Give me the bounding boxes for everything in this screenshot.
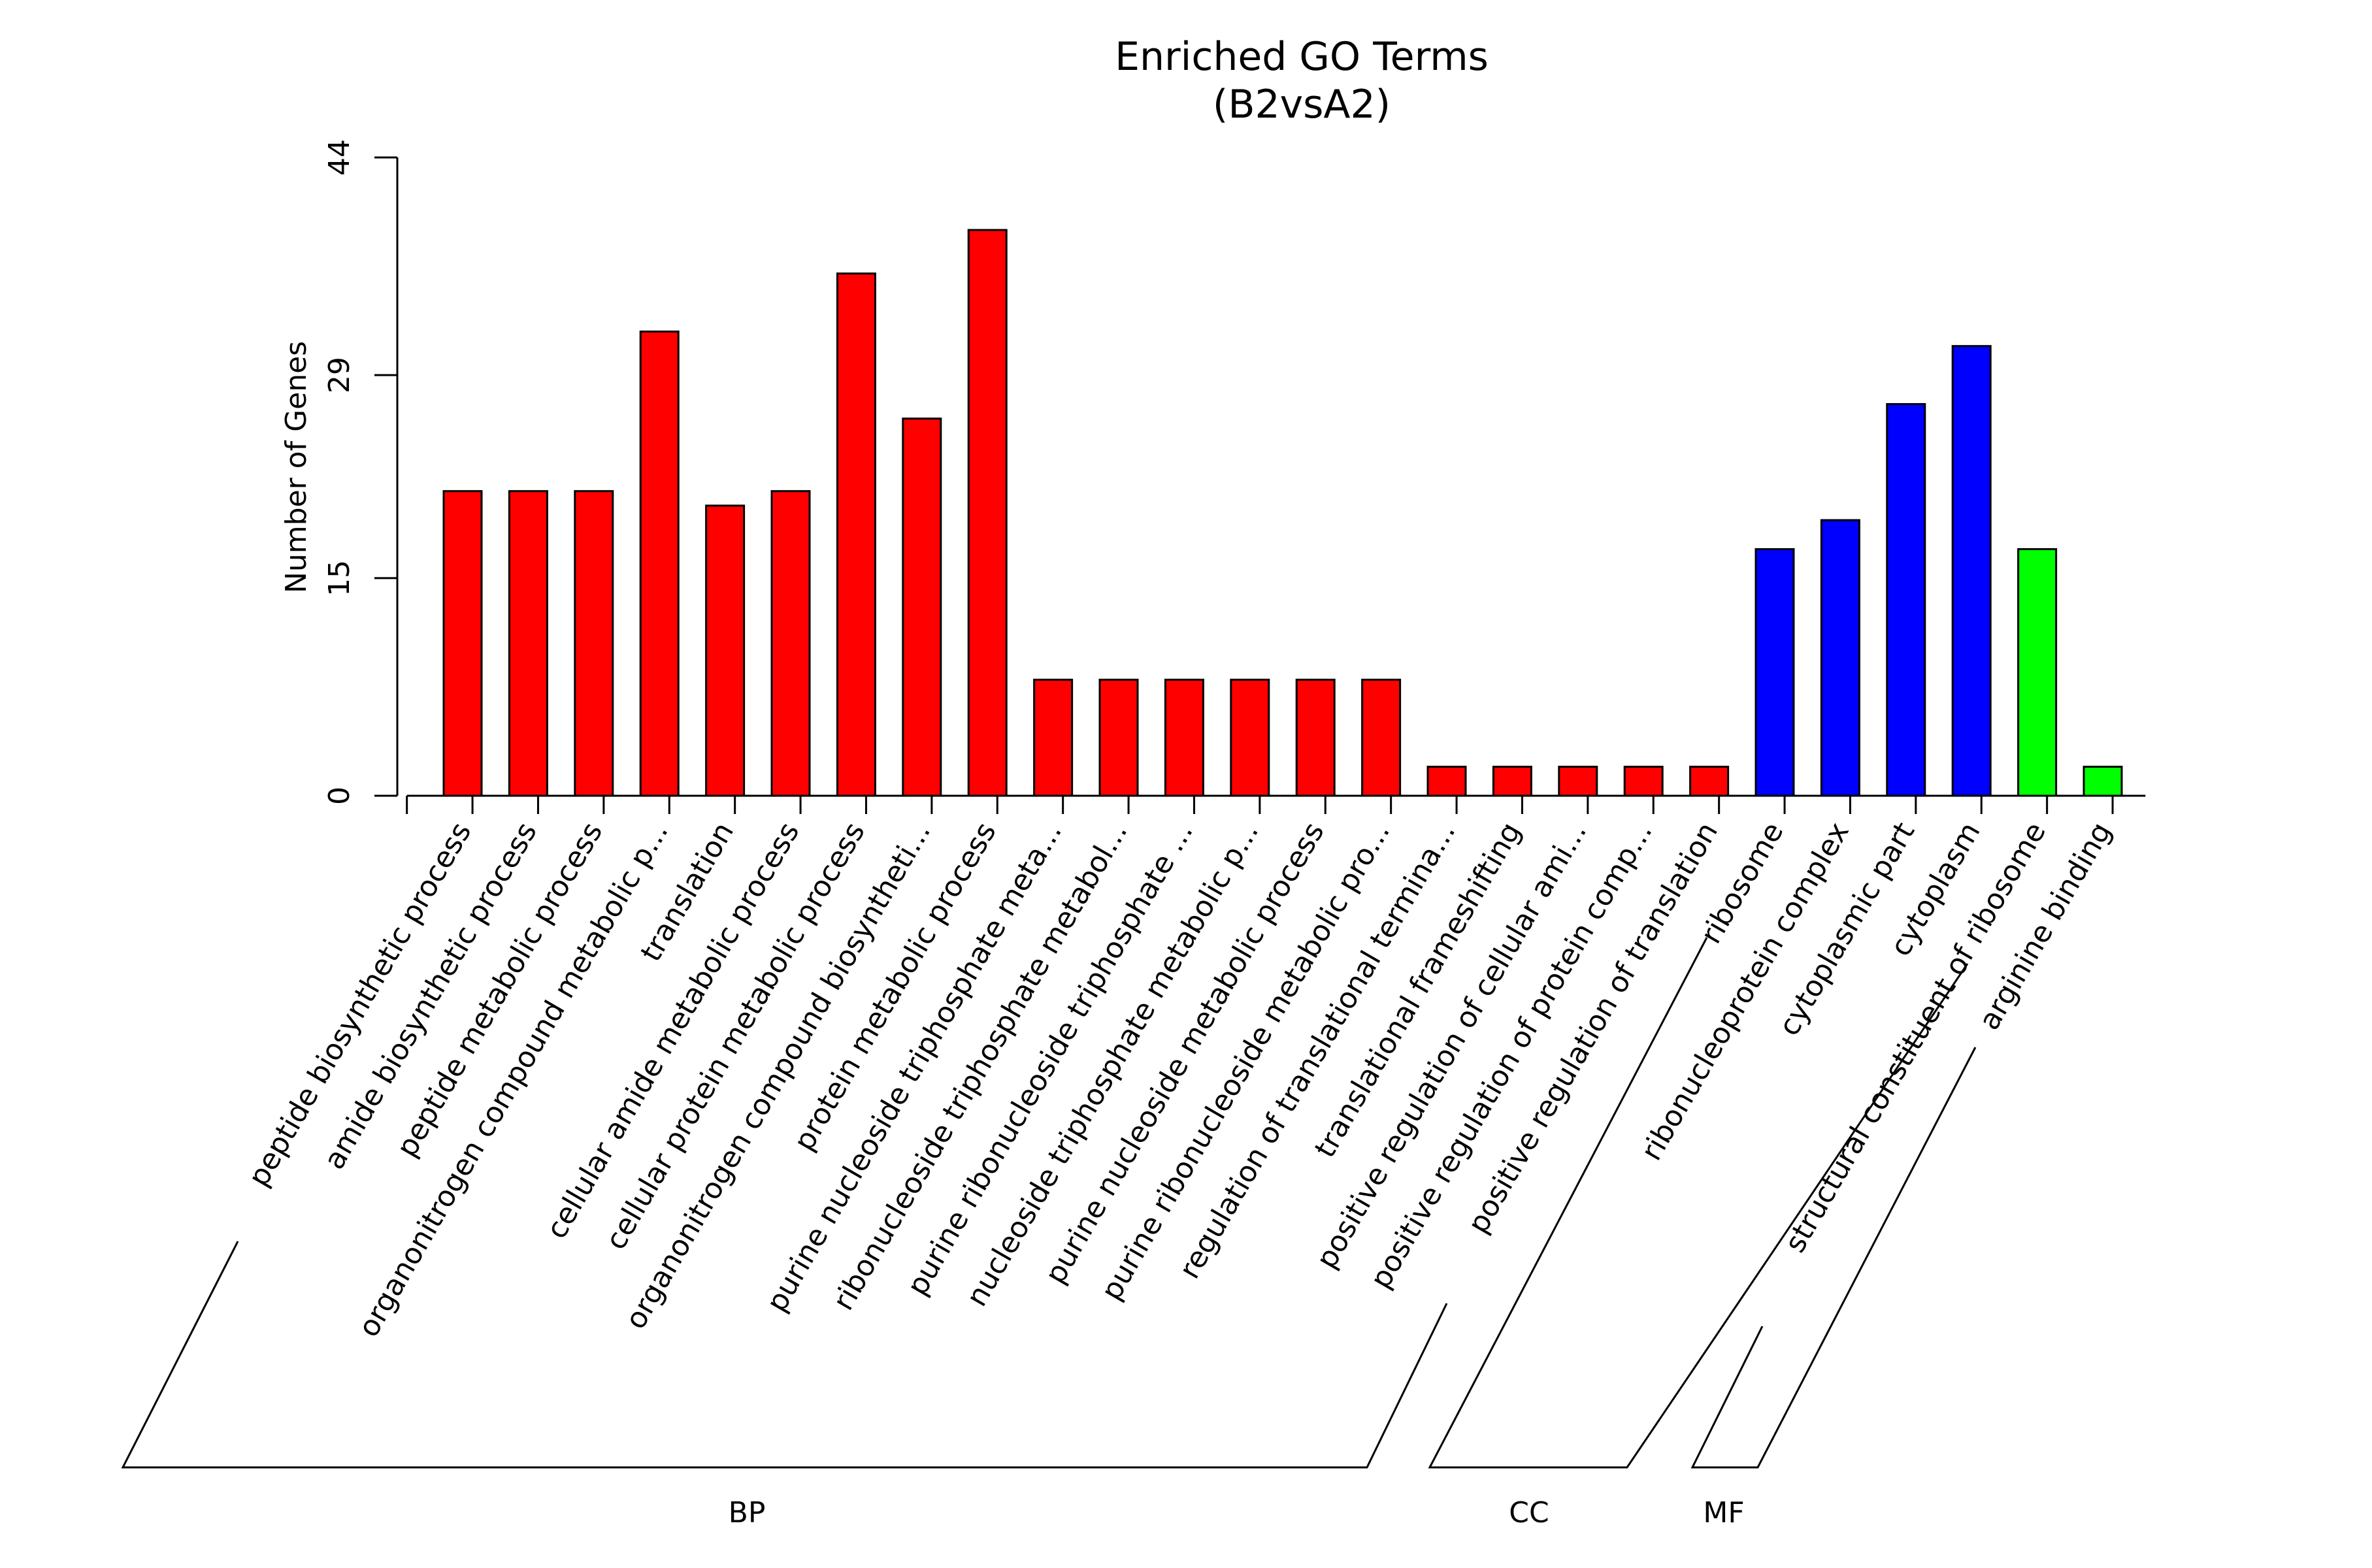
group-bracket xyxy=(121,1241,1448,1469)
bar xyxy=(836,272,876,797)
y-axis: 0 15 29 44 xyxy=(323,139,399,805)
group-label: CC xyxy=(1509,1496,1549,1529)
bar xyxy=(1426,766,1467,797)
bar xyxy=(1295,678,1336,797)
y-tick-label: 0 xyxy=(323,787,356,805)
bar xyxy=(639,330,680,797)
bar xyxy=(574,490,614,797)
bar xyxy=(705,504,746,797)
y-axis-label: Number of Genes xyxy=(280,341,313,593)
group-brackets: BP CC MF xyxy=(121,937,1977,1529)
bar xyxy=(1689,766,1730,797)
bar xyxy=(902,417,942,797)
y-tick-label: 29 xyxy=(323,357,356,393)
chart-subtitle: (B2vsA2) xyxy=(1213,82,1391,127)
bar xyxy=(1558,766,1598,797)
bar xyxy=(967,229,1008,797)
bar xyxy=(770,490,811,797)
bar xyxy=(1230,678,1270,797)
bar xyxy=(2017,548,2058,797)
bar xyxy=(1951,345,1992,797)
bar xyxy=(1033,678,1074,797)
bar xyxy=(1754,548,1795,797)
bar xyxy=(1361,678,1402,797)
bar xyxy=(1623,766,1664,797)
bar xyxy=(1820,519,1860,797)
group-bracket xyxy=(1690,1047,1977,1469)
bar xyxy=(1886,402,1926,797)
bar xyxy=(508,490,548,797)
group-label: MF xyxy=(1703,1496,1744,1529)
chart-title: Enriched GO Terms xyxy=(1115,34,1489,80)
bar xyxy=(1098,678,1139,797)
bar xyxy=(1164,678,1204,797)
group-bracket xyxy=(1428,937,1969,1469)
bar xyxy=(1492,766,1532,797)
bar xyxy=(2083,766,2123,797)
x-axis xyxy=(406,794,2146,814)
y-tick-label: 15 xyxy=(323,560,356,596)
bar xyxy=(442,490,483,797)
y-tick-label: 44 xyxy=(323,139,356,176)
group-label: BP xyxy=(729,1496,766,1529)
bars xyxy=(442,229,2123,797)
chart-title-group: Enriched GO Terms (B2vsA2) xyxy=(1115,34,1489,127)
